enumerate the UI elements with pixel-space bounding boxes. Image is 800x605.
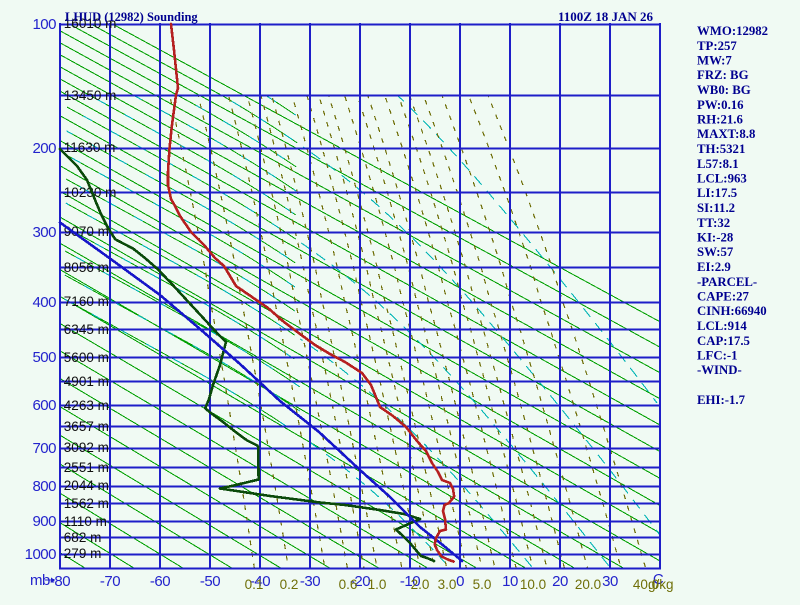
svg-text:PW:0.16: PW:0.16: [697, 98, 744, 112]
svg-text:MAXT:8.8: MAXT:8.8: [697, 127, 755, 141]
svg-text:800: 800: [32, 478, 56, 495]
svg-text:LI:17.5: LI:17.5: [697, 186, 737, 200]
svg-text:10230 m: 10230 m: [64, 185, 117, 200]
svg-text:L57:8.1: L57:8.1: [697, 157, 739, 171]
svg-text:11630 m: 11630 m: [64, 140, 116, 155]
svg-text:3092 m: 3092 m: [64, 440, 109, 455]
svg-text:EI:2.9: EI:2.9: [697, 260, 731, 274]
svg-text:0.1: 0.1: [245, 577, 264, 592]
svg-text:1000: 1000: [25, 546, 57, 563]
svg-text:100: 100: [32, 16, 56, 33]
svg-text:3.0: 3.0: [438, 577, 457, 592]
svg-text:2551 m: 2551 m: [64, 460, 109, 475]
svg-text:0: 0: [456, 573, 464, 590]
svg-text:20: 20: [552, 573, 568, 590]
svg-text:700: 700: [32, 440, 56, 457]
svg-text:0.6: 0.6: [339, 577, 358, 592]
svg-text:4901 m: 4901 m: [64, 374, 109, 389]
svg-text:CINH:66940: CINH:66940: [697, 304, 767, 318]
svg-text:500: 500: [32, 349, 56, 366]
svg-text:300: 300: [32, 224, 56, 241]
svg-text:g/kg: g/kg: [648, 577, 674, 592]
svg-text:LCL:963: LCL:963: [697, 172, 747, 186]
svg-text:LFC:-1: LFC:-1: [697, 349, 738, 363]
svg-text:1562 m: 1562 m: [64, 496, 109, 511]
svg-text:-70: -70: [100, 573, 120, 590]
svg-text:EHI:-1.7: EHI:-1.7: [697, 393, 746, 407]
svg-text:-80: -80: [50, 573, 70, 590]
svg-text:600: 600: [32, 397, 56, 414]
svg-text:FRZ: BG: FRZ: BG: [697, 68, 749, 82]
svg-text:TT:32: TT:32: [697, 216, 730, 230]
svg-text:5600 m: 5600 m: [64, 350, 109, 365]
svg-text:KI:-28: KI:-28: [697, 231, 733, 245]
svg-text:SI:11.2: SI:11.2: [697, 201, 735, 215]
svg-text:1100Z 18 JAN 26: 1100Z 18 JAN 26: [558, 9, 653, 24]
svg-text:279 m: 279 m: [64, 546, 102, 561]
svg-text:CAPE:27: CAPE:27: [697, 290, 749, 304]
svg-text:-50: -50: [200, 573, 220, 590]
svg-text:10: 10: [502, 573, 518, 590]
svg-text:2.0: 2.0: [411, 577, 430, 592]
svg-text:WMO:12982: WMO:12982: [697, 24, 768, 38]
svg-text:200: 200: [32, 140, 56, 157]
svg-text:400: 400: [32, 294, 56, 311]
svg-text:-20: -20: [350, 573, 370, 590]
svg-text:16010 m: 16010 m: [64, 16, 117, 31]
svg-text:RH:21.6: RH:21.6: [697, 113, 743, 127]
svg-text:10.0: 10.0: [520, 577, 546, 592]
svg-text:MW:7: MW:7: [697, 54, 732, 68]
svg-text:CAP:17.5: CAP:17.5: [697, 334, 750, 348]
svg-text:6345 m: 6345 m: [64, 322, 109, 337]
svg-text:-30: -30: [300, 573, 320, 590]
svg-text:2044 m: 2044 m: [64, 478, 109, 493]
svg-text:mb: mb: [30, 572, 50, 589]
svg-text:20.0: 20.0: [575, 577, 601, 592]
svg-text:40.0: 40.0: [633, 577, 659, 592]
svg-text:1110 m: 1110 m: [64, 514, 107, 529]
svg-text:13450 m: 13450 m: [64, 88, 117, 103]
svg-text:-PARCEL-: -PARCEL-: [697, 275, 757, 289]
svg-text:-40: -40: [250, 573, 270, 590]
svg-text:7160 m: 7160 m: [64, 294, 109, 309]
svg-text:C: C: [653, 571, 664, 588]
svg-text:LCL:914: LCL:914: [697, 319, 747, 333]
svg-text:4263 m: 4263 m: [64, 398, 109, 413]
svg-text:3657 m: 3657 m: [64, 419, 109, 434]
svg-text:-60: -60: [150, 573, 170, 590]
svg-text:30: 30: [602, 573, 618, 590]
svg-text:8056 m: 8056 m: [64, 260, 109, 275]
svg-text:TP:257: TP:257: [697, 39, 737, 53]
svg-text:TH:5321: TH:5321: [697, 142, 745, 156]
svg-text:-10: -10: [400, 573, 420, 590]
svg-text:9070 m: 9070 m: [64, 224, 109, 239]
svg-text:682 m: 682 m: [64, 530, 102, 545]
svg-text:LHUD (12982) Sounding: LHUD (12982) Sounding: [65, 10, 198, 24]
svg-text:1.0: 1.0: [368, 577, 387, 592]
svg-text:0.2: 0.2: [280, 577, 299, 592]
svg-text:-WIND-: -WIND-: [697, 363, 742, 377]
svg-text:5.0: 5.0: [473, 577, 492, 592]
svg-text:SW:57: SW:57: [697, 245, 734, 259]
svg-text:WB0: BG: WB0: BG: [697, 83, 751, 97]
svg-text:900: 900: [32, 513, 56, 530]
